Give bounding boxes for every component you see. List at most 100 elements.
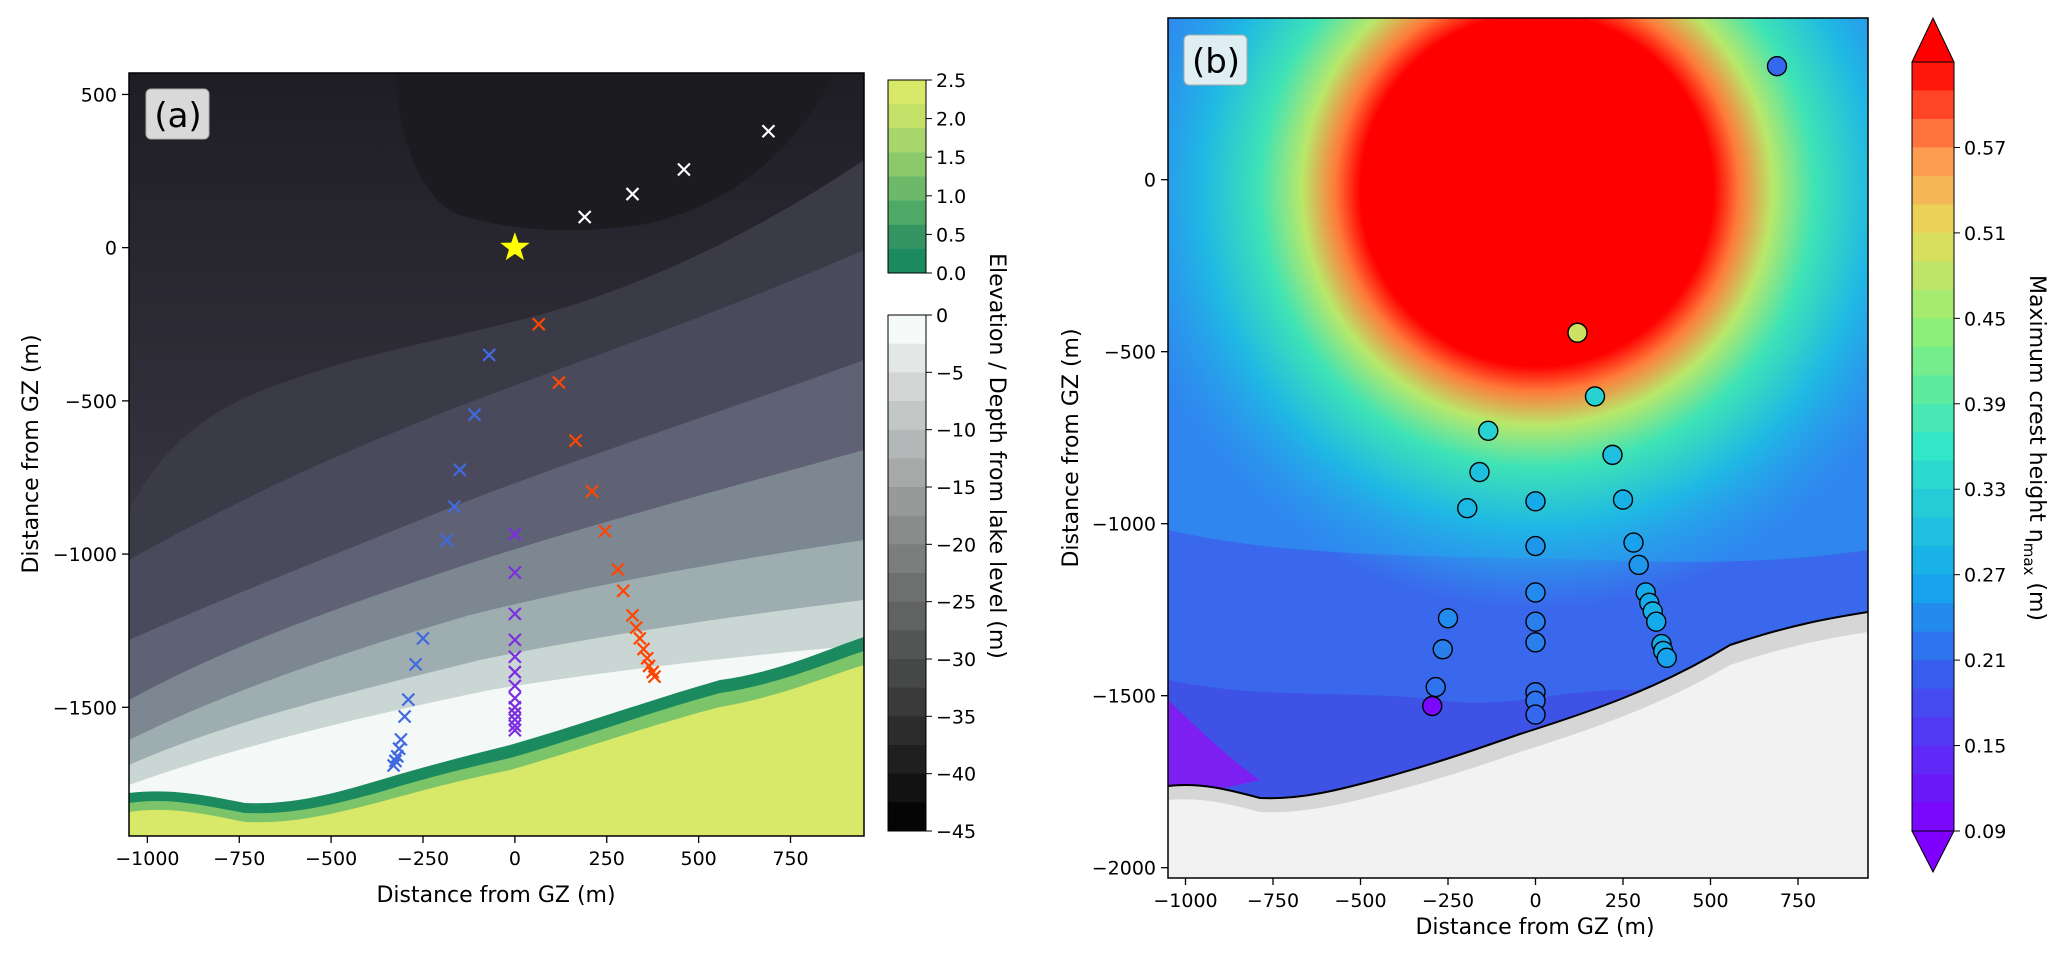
depth-colorbar-band [888, 802, 926, 832]
panel-a-x-tick-label: −500 [305, 848, 357, 870]
crest-colorbar-band [1912, 261, 1954, 291]
gauge-marker [401, 692, 416, 707]
panel-a: −1000 −750 −500 −250 0 250 500 750 5000−500−100… [19, 72, 865, 908]
gauge-marker [416, 631, 430, 646]
elevation-colorbar-band [888, 152, 926, 177]
gauge-marker [390, 749, 405, 764]
crest-tick-label: 0.27 [1964, 565, 2006, 587]
gauge-marker [482, 348, 496, 362]
elevation-tick-label: 1.0 [936, 186, 966, 208]
panel-a-y-ticks: 500 0 −500 −1000 −1500 [53, 84, 129, 719]
gauge-marker [625, 608, 640, 623]
gauge-circle [1646, 611, 1667, 632]
gauge-marker [616, 584, 631, 598]
panel-a-colorbars: 2.5 2.0 1.5 1.0 0.5 0.0 0 −5 −10 −15 −20 −25 −30 −35… [887, 70, 1009, 843]
crest-colorbar-band [1912, 802, 1954, 832]
panel-a-frame [128, 72, 865, 837]
gauge-marker [642, 659, 656, 673]
crest-label-main: Maximum crest height η [2024, 275, 2049, 543]
panel-b-x-tick-label: 250 [1605, 890, 1641, 912]
crest-colorbar-band [1912, 774, 1954, 804]
panel-a-x-tick-label: −750 [213, 848, 265, 870]
elevation-colorbar-band [888, 200, 926, 226]
gauge-circle [1623, 532, 1644, 553]
crest-colorbar-band [1912, 517, 1954, 547]
panel-b-y-tick-label: 0 [1144, 170, 1156, 192]
crest-colorbar-band [1912, 175, 1954, 205]
panel-b-frame [1167, 17, 1869, 879]
crest-colorbar-band [1912, 375, 1954, 405]
depth-colorbar-band [888, 773, 926, 803]
depth-colorbar-band [888, 372, 926, 402]
gauge-marker [447, 499, 462, 514]
gauge-marker [440, 533, 454, 548]
depth-tick-label: −15 [936, 477, 976, 499]
depth-colorbar-band [888, 630, 926, 660]
crest-colorbar-bands [1912, 62, 1954, 832]
panel-a-map [129, 73, 864, 836]
elevation-tick-label: 1.5 [936, 147, 966, 169]
gauge-circle [1567, 322, 1588, 343]
elevation-colorbar-band [888, 128, 926, 153]
gauge-marker [629, 620, 643, 635]
gauge-marker [508, 712, 522, 727]
gauge-circle [1525, 535, 1546, 557]
panel-b-colorbar: 0.57 0.51 0.45 0.39 0.33 0.27 0.21 0.15 0.09 Max… [1911, 16, 2049, 874]
depth-colorbar-band [888, 573, 926, 603]
panel-a-y-tick-label: −1500 [53, 697, 117, 719]
panel-b: −1000 −750 −500 −250 0 250 500 750 0−500−1000−1… [1059, 17, 1869, 940]
gauge-circle [1656, 647, 1677, 669]
panel-a-y-tick-label: 500 [81, 84, 117, 106]
elevation-colorbar-band [888, 224, 926, 250]
crest-colorbar-band [1912, 574, 1954, 604]
crest-colorbar-frame [1911, 61, 1955, 832]
panel-a-y-tick-label: 0 [105, 238, 117, 260]
deepest-basin [395, 73, 835, 231]
depth-tick-label: −10 [936, 420, 976, 442]
elevation-colorbar-band [888, 248, 926, 274]
shoreline [1168, 611, 1868, 800]
gauge-circle [1425, 676, 1446, 698]
gauge-marker [508, 565, 522, 580]
panel-a-tag: (a) [154, 96, 201, 136]
crest-tick-label: 0.09 [1964, 821, 2006, 843]
crest-tick-label: 0.21 [1964, 650, 2006, 672]
panel-b-tag-box [1183, 34, 1248, 86]
crest-tick-label: 0.51 [1964, 223, 2006, 245]
panel-b-y-tick-label: −1500 [1092, 686, 1156, 708]
gauge-marker [531, 317, 546, 332]
depth-tick-label: −5 [936, 362, 964, 384]
depth-colorbar-band [888, 343, 926, 373]
depth-colorbar-band [888, 315, 926, 345]
depth-colorbar-band [888, 429, 926, 459]
panel-b-gauges [1422, 55, 1788, 725]
panel-a-x-tick-label: 250 [589, 848, 625, 870]
gauge-marker [508, 700, 522, 715]
gauge-marker [386, 758, 401, 773]
depth-colorbar-band [888, 601, 926, 631]
crest-colorbar-band [1912, 62, 1954, 91]
crest-tick-label: 0.15 [1964, 736, 2006, 758]
gauge-circle [1628, 554, 1649, 576]
panel-b-x-tick-label: −1000 [1153, 890, 1217, 912]
depth-colorbar-band [888, 487, 926, 517]
panel-b-map [1168, 18, 1868, 878]
depth-colorbar [888, 315, 926, 832]
panel-b-tag: (b) [1192, 42, 1240, 82]
crest-label-unit: (m) [2024, 575, 2049, 621]
gauge-circle [1612, 489, 1634, 510]
elevation-tick-label: 2.0 [936, 109, 966, 131]
gauge-marker [761, 124, 776, 138]
panel-b-y-ticks: 0 −500 −1000 −1500 −2000 [1092, 170, 1168, 880]
panel-a-x-tick-label: 750 [772, 848, 808, 870]
depth-tick-label: −35 [936, 706, 976, 728]
elevation-colorbar-ticks: 2.5 2.0 1.5 1.0 0.5 0.0 [926, 70, 966, 285]
crest-colorbar-band [1912, 603, 1954, 633]
crest-colorbar-ticks: 0.57 0.51 0.45 0.39 0.33 0.27 0.21 0.15 0.09 [1954, 137, 2006, 843]
elevation-tick-label: 0.0 [936, 263, 966, 285]
gauge-circle [1422, 695, 1443, 717]
depth-colorbar-band [888, 515, 926, 545]
crest-colorbar-band [1912, 717, 1954, 747]
gauge-marker [452, 463, 467, 477]
gauge-circle [1525, 611, 1546, 632]
